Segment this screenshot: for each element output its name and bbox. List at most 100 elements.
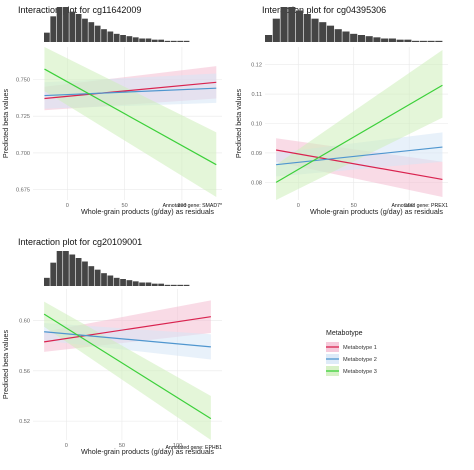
- x-tick-label: 0: [297, 203, 300, 209]
- histogram-bar: [404, 39, 412, 42]
- ci-band-metabotype-3: [276, 49, 443, 200]
- histogram-bar: [88, 266, 95, 286]
- histogram-bar: [396, 39, 404, 42]
- y-tick-label: 0.56: [19, 369, 30, 375]
- legend-item-metabotype-3: Metabotype 3: [326, 366, 377, 376]
- series-line-metabotype-2: [276, 146, 443, 166]
- histogram-bar: [170, 284, 177, 286]
- histogram-bar: [158, 283, 165, 286]
- histogram-bar: [75, 14, 82, 42]
- panel-1: Interaction plot for cg11642009 0 50 100 0.6…: [1, 5, 222, 216]
- histogram-bar: [412, 40, 420, 42]
- ci-band-metabotype-3: [44, 47, 217, 198]
- histogram-bar: [107, 275, 114, 286]
- histogram-bar: [280, 7, 288, 42]
- x-tick-label: 0: [65, 443, 68, 449]
- histogram-bar: [303, 14, 311, 42]
- histogram-bar: [177, 40, 184, 42]
- histogram-bar: [139, 38, 145, 42]
- histogram: [44, 7, 190, 42]
- histogram-bar: [183, 40, 190, 42]
- series-line-metabotype-3: [275, 84, 443, 183]
- y-axis-label: Predicted beta values: [234, 89, 243, 159]
- histogram-bar: [56, 7, 63, 42]
- histogram-bar: [319, 22, 327, 42]
- series-line-metabotype-1: [275, 149, 443, 180]
- series-line-metabotype-2: [44, 87, 217, 97]
- legend-item-metabotype-1: Metabotype 1: [326, 342, 377, 352]
- histogram-bar: [120, 279, 126, 286]
- x-tick-label: 100: [177, 203, 186, 209]
- histogram-bar: [151, 39, 158, 42]
- x-axis-label: Whole-grain products (g/day) as residual…: [81, 447, 214, 456]
- series-line-metabotype-2: [44, 331, 211, 348]
- y-tick-label: 0.08: [251, 180, 262, 186]
- histogram-bar: [164, 40, 171, 42]
- series-line-metabotype-1: [44, 316, 211, 343]
- legend: Metabotype Metabotype 1 Metabotype 2 Metabo…: [326, 330, 377, 376]
- histogram-bar: [44, 32, 50, 42]
- x-tick-label: 100: [173, 443, 182, 449]
- ci-band-metabotype-3: [44, 301, 211, 440]
- histogram-bar: [350, 33, 358, 42]
- panel-3: Interaction plot for cg20109001 0 50 100 0.5…: [1, 237, 222, 456]
- y-tick-label: 0.09: [251, 151, 262, 157]
- histogram-bar: [113, 277, 120, 286]
- y-tick-label: 0.11: [252, 92, 262, 98]
- histogram-bar: [63, 7, 69, 42]
- panel-title: Interaction plot for cg11642009: [18, 5, 141, 15]
- histogram-bar: [334, 29, 342, 42]
- histogram-bar: [288, 7, 296, 42]
- histogram-bar: [69, 254, 76, 286]
- legend-title: Metabotype: [326, 330, 363, 337]
- histogram-bar: [183, 284, 190, 286]
- gene-annotation: Annotated gene: EPHB1: [165, 445, 222, 451]
- histogram-bar: [132, 281, 139, 286]
- histogram-bar: [265, 35, 273, 42]
- histogram-bar: [69, 11, 76, 42]
- series-line-metabotype-3: [44, 68, 217, 166]
- legend-item-metabotype-2: Metabotype 2: [326, 354, 377, 364]
- histogram-bar: [145, 282, 152, 286]
- histogram: [44, 251, 190, 286]
- x-tick-label: 100: [405, 203, 414, 209]
- histogram-bar: [170, 40, 177, 42]
- y-tick-label: 0.10: [251, 122, 262, 128]
- legend-label: Metabotype 2: [343, 357, 377, 363]
- x-tick-label: 0: [66, 203, 69, 209]
- histogram-bar: [50, 16, 57, 42]
- histogram-bar: [82, 261, 88, 286]
- histogram-bar: [373, 37, 381, 42]
- histogram-bar: [101, 273, 107, 286]
- series-line-metabotype-3: [43, 313, 212, 420]
- y-axis-label: Predicted beta values: [1, 330, 10, 400]
- histogram-bar: [357, 35, 366, 42]
- histogram-bar: [63, 251, 69, 286]
- histogram-bar: [177, 284, 184, 286]
- histogram-bar: [295, 10, 304, 42]
- histogram-bar: [120, 35, 126, 42]
- histogram-bar: [272, 18, 280, 42]
- legend-label: Metabotype 1: [343, 345, 377, 351]
- x-axis-label: Whole-grain products (g/day) as residual…: [81, 207, 214, 216]
- y-tick-label: 0.675: [16, 188, 30, 194]
- y-tick-label: 0.52: [19, 419, 30, 425]
- y-tick-label: 0.750: [16, 77, 30, 83]
- histogram-bar: [94, 269, 101, 286]
- histogram-bar: [101, 29, 107, 42]
- histogram-bar: [44, 277, 50, 286]
- histogram-bar: [342, 31, 350, 42]
- histogram-bar: [381, 38, 389, 42]
- histogram-bar: [126, 280, 133, 286]
- histogram-bar: [56, 251, 63, 286]
- histogram-bar: [388, 38, 396, 42]
- histogram-bar: [113, 33, 120, 42]
- histogram-bar: [435, 40, 443, 42]
- histogram-bar: [158, 39, 165, 42]
- histogram-bar: [311, 18, 319, 42]
- panel-title: Interaction plot for cg20109001: [18, 237, 142, 247]
- histogram-bar: [151, 283, 158, 286]
- histogram: [265, 7, 443, 42]
- histogram-bar: [50, 262, 57, 286]
